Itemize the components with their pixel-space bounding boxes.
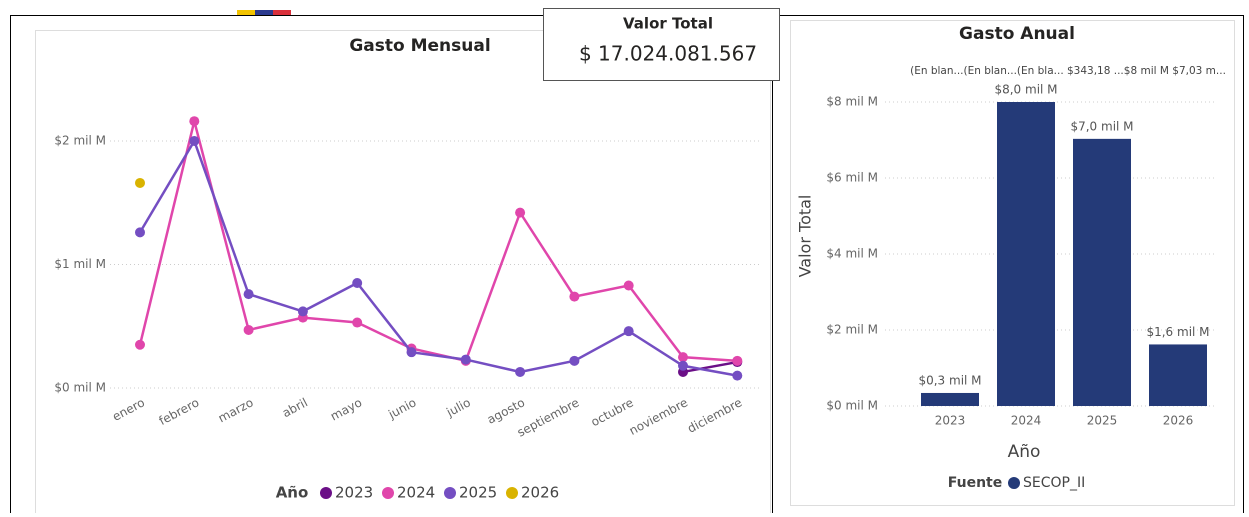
x-tick-label: 2023 — [935, 414, 966, 428]
bar — [1073, 138, 1131, 407]
x-tick-label: 2026 — [1163, 414, 1194, 428]
x-axis-title: Año — [1008, 442, 1041, 462]
legend-title: Año — [276, 484, 309, 502]
series-marker — [189, 135, 200, 146]
series-marker — [515, 366, 526, 377]
series-marker — [297, 306, 308, 317]
y-axis-title: Valor Total — [796, 195, 815, 278]
y-tick-label: $1 mil M — [54, 257, 106, 271]
legend-swatch — [444, 487, 456, 499]
legend-label: 2025 — [459, 484, 497, 502]
series-marker — [623, 326, 634, 337]
series-marker — [678, 360, 688, 371]
card-title: Valor Total — [623, 15, 713, 33]
chart-title: Gasto Mensual — [349, 36, 490, 56]
series-line — [138, 138, 738, 377]
series-marker — [135, 339, 145, 350]
x-tick-label: noviembre — [627, 395, 690, 437]
y-tick-label: $4 mil M — [826, 247, 878, 261]
y-tick-label: $6 mil M — [826, 171, 878, 185]
legend-label: 2024 — [397, 484, 435, 502]
legend-swatch — [382, 487, 394, 499]
x-tick-label: marzo — [216, 395, 256, 425]
y-tick-label: $0 mil M — [54, 381, 106, 395]
right-visual-frame — [790, 20, 1235, 506]
legend-label: SECOP_II — [1023, 475, 1085, 491]
x-tick-label: 2025 — [1087, 414, 1118, 428]
series-marker — [569, 291, 580, 302]
series-marker — [243, 289, 254, 300]
y-tick-label: $8 mil M — [826, 95, 878, 109]
left-visual-frame — [35, 30, 771, 517]
bar — [1149, 344, 1207, 406]
logo-stripe — [237, 10, 255, 15]
card-value: $ 17.024.081.567 — [579, 42, 757, 66]
logo-stripe — [255, 10, 273, 15]
series-marker — [515, 207, 526, 218]
x-tick-label: agosto — [485, 395, 527, 426]
series-marker — [352, 278, 363, 289]
x-tick-label: mayo — [328, 395, 364, 423]
y-tick-label: $2 mil M — [54, 133, 106, 147]
series-marker — [460, 354, 471, 365]
y-tick-label: $2 mil M — [826, 323, 878, 337]
chart-title: Gasto Anual — [959, 24, 1075, 44]
legend-label: 2023 — [335, 484, 373, 502]
x-tick-label: junio — [385, 395, 418, 422]
data-label: $1,6 mil M — [1146, 325, 1209, 339]
series-marker — [732, 355, 743, 366]
legend-swatch — [1008, 477, 1020, 489]
series-marker — [189, 116, 200, 127]
legend-swatch — [320, 487, 332, 499]
x-tick-label: enero — [110, 395, 147, 424]
x-tick-label: septiembre — [515, 395, 582, 439]
series-marker — [243, 324, 254, 335]
data-label: $7,0 mil M — [1070, 119, 1133, 133]
x-tick-label: febrero — [157, 395, 202, 428]
kpi-card — [543, 8, 780, 81]
series-marker — [623, 280, 634, 291]
bar-annotation: (En blan...(En blan...(En bla... $343,18… — [910, 65, 1226, 77]
x-tick-label: julio — [443, 395, 472, 420]
x-tick-label: diciembre — [685, 395, 744, 435]
series-marker — [678, 352, 688, 363]
x-tick-label: 2024 — [1011, 414, 1042, 428]
legend-title: Fuente — [948, 475, 1002, 491]
bar — [997, 102, 1055, 406]
series-marker — [135, 177, 145, 188]
series-marker — [352, 317, 363, 328]
legend-label: 2026 — [521, 484, 559, 502]
series-marker — [569, 355, 580, 366]
data-label: $0,3 mil M — [918, 373, 981, 387]
y-tick-label: $0 mil M — [826, 399, 878, 413]
data-label: $8,0 mil M — [994, 83, 1057, 97]
series-marker — [406, 347, 417, 358]
bar — [921, 392, 979, 406]
legend-swatch — [506, 487, 518, 499]
series-line — [682, 360, 738, 374]
logo-stripe — [273, 10, 291, 15]
x-tick-label: abril — [280, 395, 310, 420]
series-marker — [732, 370, 743, 381]
series-marker — [135, 227, 145, 238]
